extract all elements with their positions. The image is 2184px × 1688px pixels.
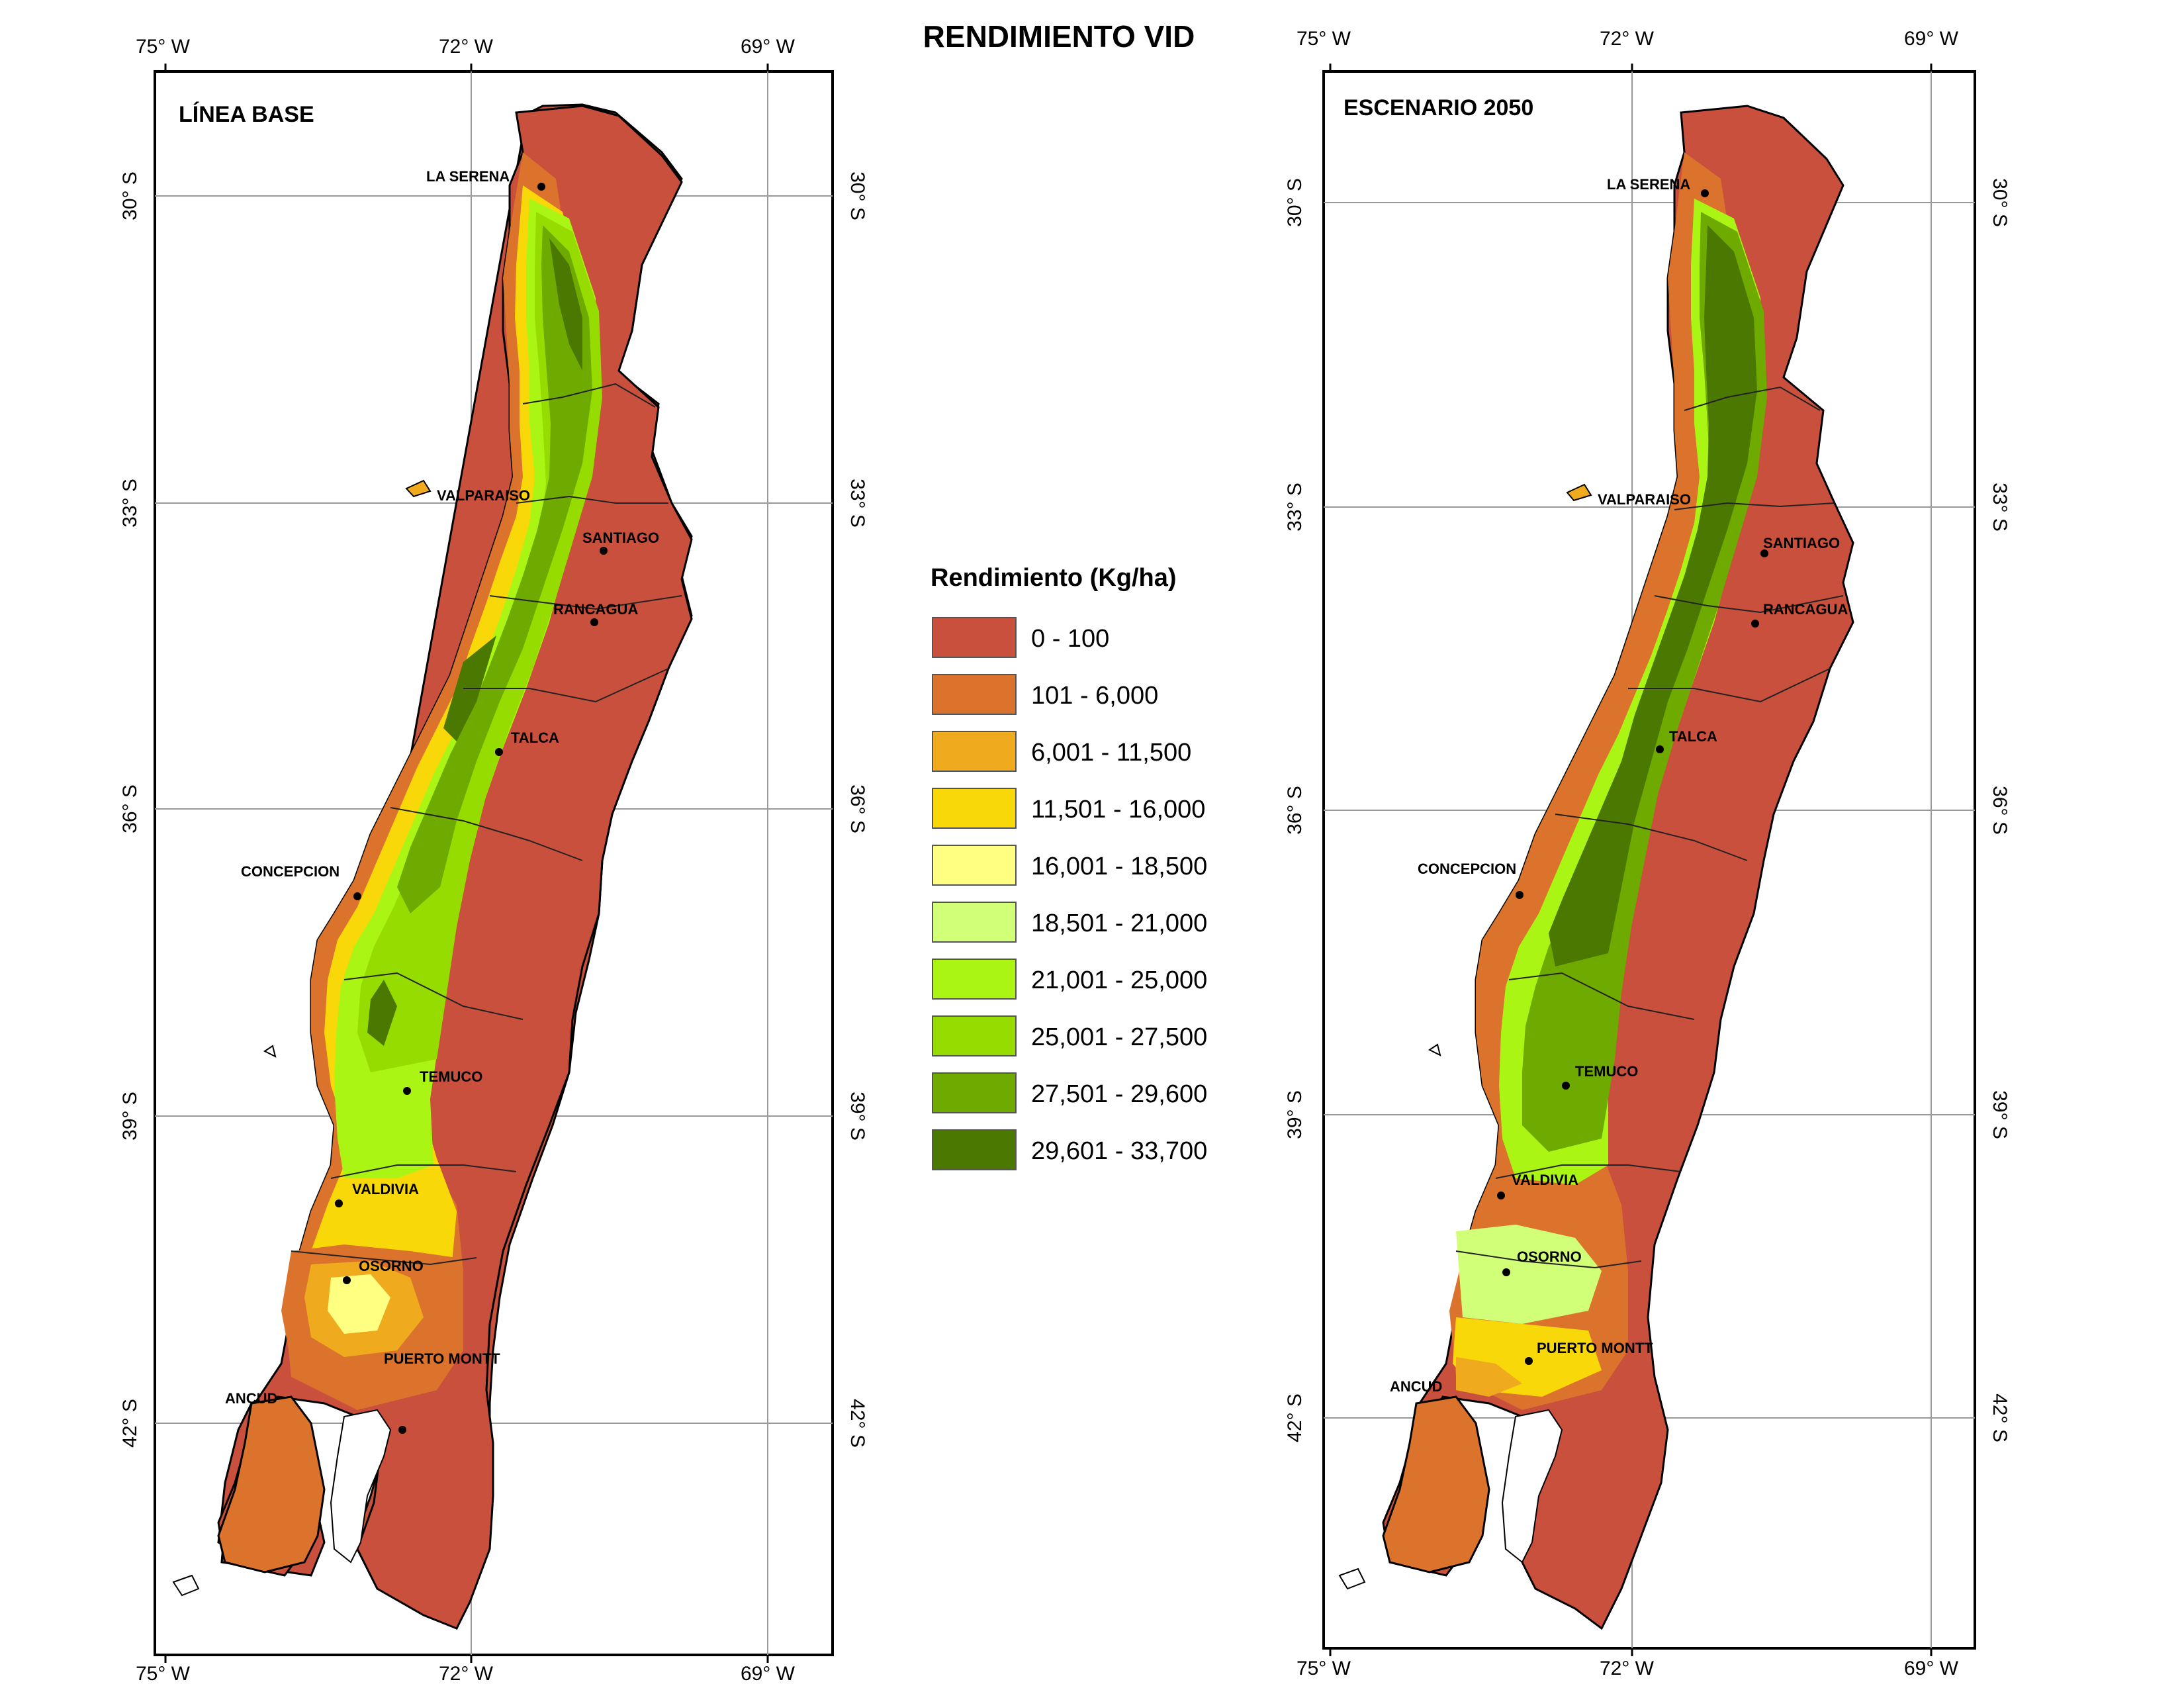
lat-label: 42° S [1989,1393,2011,1442]
legend-title: Rendimiento (Kg/ha) [931,564,1177,592]
lat-label: 30° S [119,171,141,220]
city-label: TEMUCO [1575,1063,1638,1080]
lon-label: 72° W [1600,1658,1655,1679]
lon-label: 75° W [136,1663,191,1685]
city-label: PUERTO MONTT [1537,1340,1653,1356]
legend-swatch [932,674,1017,715]
island [1338,1568,1366,1590]
lon-label: 69° W [1904,28,1959,50]
lat-label: 30° S [846,171,868,220]
legend-swatch [932,788,1017,829]
city-label: RANCAGUA [1763,601,1848,618]
city-label: LA SERENA [1607,176,1690,193]
city-label: ANCUD [1390,1378,1442,1395]
legend-swatch [932,617,1017,658]
lat-label: 33° S [1284,483,1306,532]
lon-label: 75° W [1297,1658,1351,1679]
chiloe-island [217,1395,326,1573]
lon-label: 72° W [439,1663,494,1685]
city-label: OSORNO [1517,1248,1582,1265]
island [263,1045,277,1058]
island [1428,1043,1441,1056]
city-label: VALDIVIA [1512,1172,1578,1188]
lat-label: 39° S [846,1092,868,1141]
city-label: CONCEPCION [1418,861,1516,877]
legend-label: 6,001 - 11,500 [1031,739,1192,767]
city-label: TEMUCO [420,1068,482,1085]
island [405,479,432,498]
legend-label: 25,001 - 27,500 [1031,1023,1208,1051]
main-title: RENDIMIENTO VID [923,19,1195,54]
legend-label: 101 - 6,000 [1031,682,1159,710]
lat-label: 42° S [119,1399,141,1448]
city-label: VALPARAISO [1598,491,1691,508]
island [172,1574,200,1597]
panel-label: LÍNEA BASE [179,102,314,127]
lat-label: 33° S [1989,483,2011,532]
legend-swatch [932,1015,1017,1056]
lon-label: 75° W [1297,28,1351,50]
legend-swatch [932,1129,1017,1170]
lat-label: 30° S [1989,178,2011,227]
legend-label: 21,001 - 25,000 [1031,966,1208,994]
city-label: PUERTO MONTT [384,1350,500,1367]
legend-label: 16,001 - 18,500 [1031,853,1208,880]
lat-label: 36° S [1989,786,2011,835]
panel-label: ESCENARIO 2050 [1343,95,1533,120]
map-baseline [154,64,834,1663]
lat-label: 36° S [119,784,141,833]
lat-label: 39° S [1989,1090,2011,1139]
legend-label: 29,601 - 33,700 [1031,1137,1208,1165]
lat-label: 36° S [846,784,868,833]
lon-label: 69° W [1904,1658,1959,1679]
legend-swatch [932,902,1017,943]
city-label: SANTIAGO [582,530,659,546]
city-label: RANCAGUA [553,601,638,618]
legend-label: 11,501 - 16,000 [1031,796,1206,823]
water-gulf [330,1409,392,1564]
city-label: OSORNO [359,1258,424,1274]
lat-label: 33° S [119,479,141,528]
city-label: CONCEPCION [241,863,340,880]
legend-label: 0 - 100 [1031,625,1110,653]
band-lightyellow-south [328,1274,390,1334]
city-label: VALPARAISO [437,487,530,504]
legend-label: 27,501 - 29,600 [1031,1080,1208,1108]
city-label: TALCA [1669,728,1717,745]
lat-label: 39° S [119,1092,141,1141]
lat-label: 42° S [846,1399,868,1448]
lon-label: 69° W [741,36,796,58]
band-orange-south [1456,1357,1522,1397]
legend-swatch [932,845,1017,886]
lat-label: 42° S [1284,1393,1306,1442]
city-label: VALDIVIA [352,1181,419,1197]
water-gulf [1501,1409,1563,1564]
band-light-south [1456,1225,1602,1324]
city-label: TALCA [511,729,559,746]
legend-swatch [932,731,1017,772]
lat-label: 36° S [1284,786,1306,835]
band-dark-green [1549,225,1757,966]
lat-label: 39° S [1284,1090,1306,1139]
lon-label: 75° W [136,36,191,58]
lon-label: 69° W [741,1663,796,1685]
legend-swatch [932,1072,1017,1113]
lat-label: 30° S [1284,178,1306,227]
island [1566,483,1592,502]
city-label: SANTIAGO [1763,535,1840,551]
legend-label: 18,501 - 21,000 [1031,910,1208,937]
lon-label: 72° W [1600,28,1655,50]
city-label: ANCUD [225,1390,277,1407]
city-label: LA SERENA [426,168,510,185]
lat-label: 33° S [846,479,868,528]
chiloe-island [1382,1395,1490,1573]
map-2050 [1322,64,1976,1656]
lon-label: 72° W [439,36,494,58]
legend-swatch [932,959,1017,1000]
